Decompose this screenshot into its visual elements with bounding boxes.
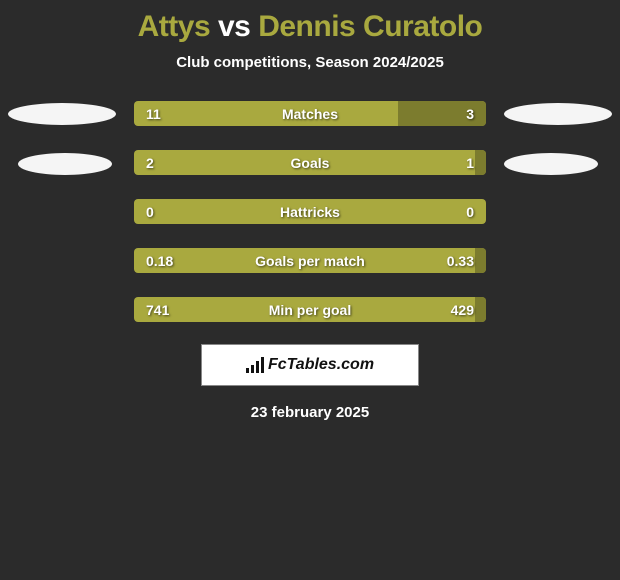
bar-chart-icon (246, 357, 264, 373)
player-a-name: Attys (138, 10, 211, 43)
bar-label: Min per goal (269, 302, 351, 318)
stat-bar: 0.18 Goals per match 0.33 (134, 248, 486, 273)
stat-bar: 2 Goals 1 (134, 150, 486, 175)
player-b-avatar-col (504, 101, 612, 175)
bar-right-value: 3 (466, 106, 474, 122)
stat-bar: 741 Min per goal 429 (134, 297, 486, 322)
bar-left-value: 741 (146, 302, 169, 318)
bar-right-value: 1 (466, 155, 474, 171)
bar-label: Goals per match (255, 253, 365, 269)
stat-bar: 0 Hattricks 0 (134, 199, 486, 224)
player-a-avatar-top (8, 103, 116, 125)
vs-label: vs (218, 10, 250, 43)
player-a-avatar-col (8, 101, 116, 175)
stats-widget: Attys vs Dennis Curatolo Club competitio… (0, 0, 620, 431)
bar-right-fill (475, 150, 486, 175)
player-b-avatar-bottom (504, 153, 598, 175)
bar-right-fill (475, 248, 486, 273)
bar-left-value: 0 (146, 204, 154, 220)
date-label: 23 february 2025 (0, 404, 620, 421)
bar-label: Hattricks (280, 204, 340, 220)
stat-bars: 11 Matches 3 2 Goals 1 0 Hattricks 0 0.1… (134, 101, 486, 322)
bar-right-value: 0 (466, 204, 474, 220)
bar-right-fill (475, 297, 486, 322)
bar-left-value: 2 (146, 155, 154, 171)
subtitle: Club competitions, Season 2024/2025 (0, 54, 620, 71)
bar-label: Matches (282, 106, 338, 122)
bar-label: Goals (291, 155, 330, 171)
brand-name: FcTables.com (268, 356, 374, 374)
player-b-avatar-top (504, 103, 612, 125)
player-a-avatar-bottom (18, 153, 112, 175)
player-b-name: Dennis Curatolo (258, 10, 482, 43)
stats-area: 11 Matches 3 2 Goals 1 0 Hattricks 0 0.1… (0, 101, 620, 322)
bar-left-value: 0.18 (146, 253, 173, 269)
bar-left-value: 11 (146, 106, 161, 122)
stat-bar: 11 Matches 3 (134, 101, 486, 126)
bar-right-value: 429 (451, 302, 474, 318)
page-title: Attys vs Dennis Curatolo (0, 10, 620, 44)
bar-right-value: 0.33 (447, 253, 474, 269)
brand-logo[interactable]: FcTables.com (201, 344, 419, 386)
